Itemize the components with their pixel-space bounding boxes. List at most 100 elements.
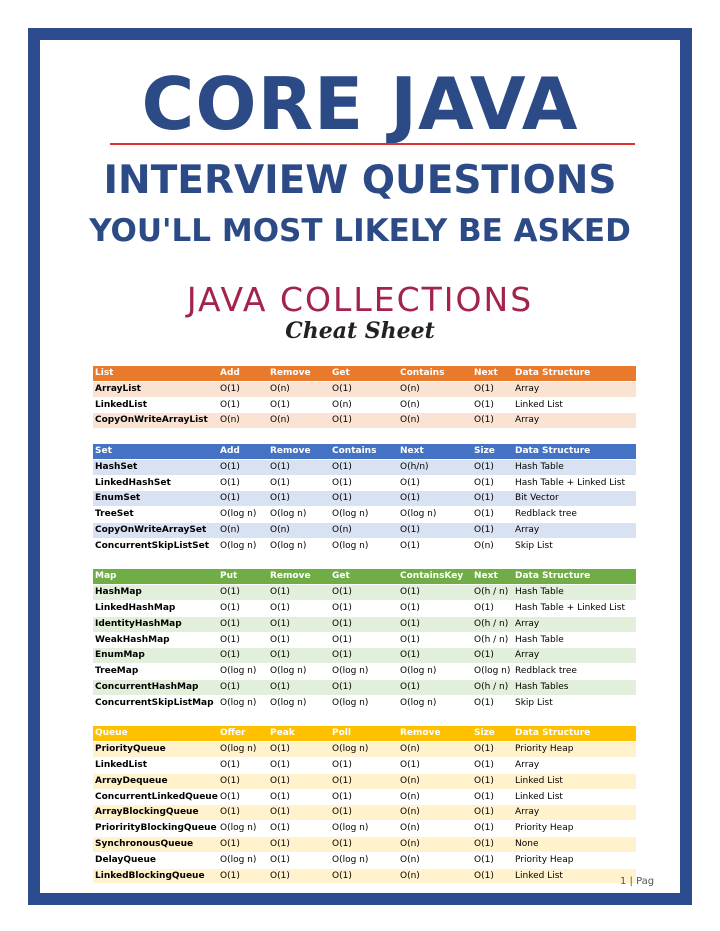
header-cell: List xyxy=(95,368,114,378)
table-cell: O(1) xyxy=(220,618,240,629)
table-row: WeakHashMap O(1) O(1) O(1) O(1) O(h / n) Hash … xyxy=(93,632,636,649)
table-cell: O(1) xyxy=(400,650,420,661)
table-cell: Array xyxy=(515,807,540,818)
table-row: LinkedBlockingQueue O(1) O(1) O(1) O(n) O(1) L… xyxy=(93,868,636,885)
table-cell: O(log n) xyxy=(220,697,257,708)
table-cell: Hash Tables xyxy=(515,681,569,692)
table-cell: O(1) xyxy=(400,602,420,613)
table-cell: O(1) xyxy=(220,493,240,504)
table-cell: O(1) xyxy=(270,634,290,645)
header-cell: Put xyxy=(220,571,238,582)
table-cell: LinkedBlockingQueue xyxy=(95,870,205,881)
table-cell: O(1) xyxy=(474,823,494,834)
table-cell: O(1) xyxy=(270,477,290,488)
table-cell: O(1) xyxy=(474,870,494,881)
table-cell: O(n) xyxy=(400,823,420,834)
table-cell: O(1) xyxy=(474,791,494,802)
subtitle: INTERVIEW QUESTIONS xyxy=(103,158,617,203)
table-cell: O(n) xyxy=(400,415,420,426)
table-cell: O(1) xyxy=(270,587,290,598)
page-number: 1 | Pag xyxy=(620,876,655,887)
header-cell: Map xyxy=(95,571,117,582)
table-row: ArrayBlockingQueue O(1) O(1) O(1) O(n) O(1) Ar… xyxy=(93,805,636,822)
table-cell: Bit Vector xyxy=(515,493,559,504)
table-cell: O(1) xyxy=(474,838,494,849)
header-cell: Remove xyxy=(270,571,311,582)
table-cell: O(1) xyxy=(332,618,352,629)
cheat-table: List Add Remove Get Contains Next Data Structu… xyxy=(93,366,636,444)
header-cell: Remove xyxy=(270,445,311,456)
table-cell: Hash Table + Linked List xyxy=(515,602,626,613)
table-row: ConcurrentSkipListMap O(log n) O(log n) O(l… xyxy=(93,695,636,712)
header-cell: Set xyxy=(95,445,112,456)
table-cell: ConcurrentSkipListMap xyxy=(95,697,214,708)
tagline: YOU'LL MOST LIKELY BE ASKED xyxy=(89,213,631,249)
table-cell: Hash Table xyxy=(515,461,564,472)
table-cell: O(log n) xyxy=(332,540,369,551)
table-cell: ArrayList xyxy=(95,383,141,394)
table-cell: O(1) xyxy=(474,415,494,426)
table-cell: O(1) xyxy=(474,602,494,613)
table-row: DelayQueue O(log n) O(1) O(log n) O(n) O(1) Pr… xyxy=(93,852,636,869)
header-cell: Get xyxy=(332,571,350,582)
table-row: HashSet O(1) O(1) O(1) O(h/n) O(1) Hash Table xyxy=(93,459,636,476)
table-cell: O(1) xyxy=(270,618,290,629)
table-cell: O(1) xyxy=(270,838,290,849)
table-cell: Array xyxy=(515,618,540,629)
header-cell: Remove xyxy=(400,728,441,739)
table-cell: O(1) xyxy=(332,775,352,786)
table-cell: O(1) xyxy=(332,634,352,645)
table-cell: O(1) xyxy=(220,775,240,786)
table-cell: O(log n) xyxy=(270,509,307,520)
table-header: Queue Offer Peak Poll Remove Size Data Structu… xyxy=(93,726,636,743)
table-cell: O(log n) xyxy=(332,697,369,708)
table-cell: O(1) xyxy=(270,807,290,818)
header-cell: Size xyxy=(474,728,495,739)
table-row: SynchronousQueue O(1) O(1) O(1) O(n) O(1) None xyxy=(93,836,636,853)
table-cell: O(log n) xyxy=(332,666,369,677)
table-row: ConcurrentLinkedQueue O(1) O(1) O(1) O(n) O(1… xyxy=(93,789,636,806)
table-cell: O(1) xyxy=(270,493,290,504)
table-row: LinkedList O(1) O(1) O(n) O(n) O(1) Linked Lis… xyxy=(93,397,636,414)
table-cell: O(1) xyxy=(270,399,290,410)
table-cell: None xyxy=(515,838,539,849)
table-cell: O(n) xyxy=(400,838,420,849)
table-cell: O(1) xyxy=(474,775,494,786)
table-cell: O(h / n) xyxy=(474,634,509,645)
table-cell: O(log n) xyxy=(220,509,257,520)
table-cell: O(1) xyxy=(220,650,240,661)
table-cell: DelayQueue xyxy=(95,854,156,865)
header-cell: Data Structure xyxy=(515,728,591,739)
table-cell: O(log n) xyxy=(220,854,257,865)
table-cell: O(1) xyxy=(220,807,240,818)
table-cell: O(log n) xyxy=(270,697,307,708)
header-cell: Data Structure xyxy=(515,368,591,378)
table-cell: Priority Heap xyxy=(515,823,574,834)
table-cell: O(1) xyxy=(474,744,494,755)
table-cell: O(1) xyxy=(400,524,420,535)
table-cell: ConcurrentLinkedQueue xyxy=(95,791,218,802)
table-cell: O(1) xyxy=(474,509,494,520)
table-cell: O(1) xyxy=(270,461,290,472)
table-cell: O(log n) xyxy=(220,744,257,755)
header-cell: Poll xyxy=(332,728,351,739)
table-cell: O(1) xyxy=(474,807,494,818)
cheat-table: Queue Offer Peak Poll Remove Size Data Structu… xyxy=(93,726,636,885)
table-cell: O(1) xyxy=(332,477,352,488)
table-cell: O(log n) xyxy=(270,666,307,677)
table-cell: O(log n) xyxy=(474,666,511,677)
table-cell: O(1) xyxy=(332,681,352,692)
header-cell: Contains xyxy=(332,445,377,456)
table-cell: O(log n) xyxy=(400,509,437,520)
cheat-table: Set Add Remove Contains Next Size Data Structu… xyxy=(93,443,636,569)
table-cell: O(1) xyxy=(332,587,352,598)
header-cell: Peak xyxy=(270,728,295,739)
header-cell: Contains xyxy=(400,368,445,378)
table-cell: O(n) xyxy=(400,744,420,755)
table-cell: O(log n) xyxy=(400,697,437,708)
table-cell: O(1) xyxy=(400,477,420,488)
table-cell: PriorityQueue xyxy=(95,744,166,755)
table-cell: O(1) xyxy=(220,634,240,645)
table-cell: WeakHashMap xyxy=(95,634,170,645)
table-cell: PriorirityBlockingQueue xyxy=(95,823,217,834)
